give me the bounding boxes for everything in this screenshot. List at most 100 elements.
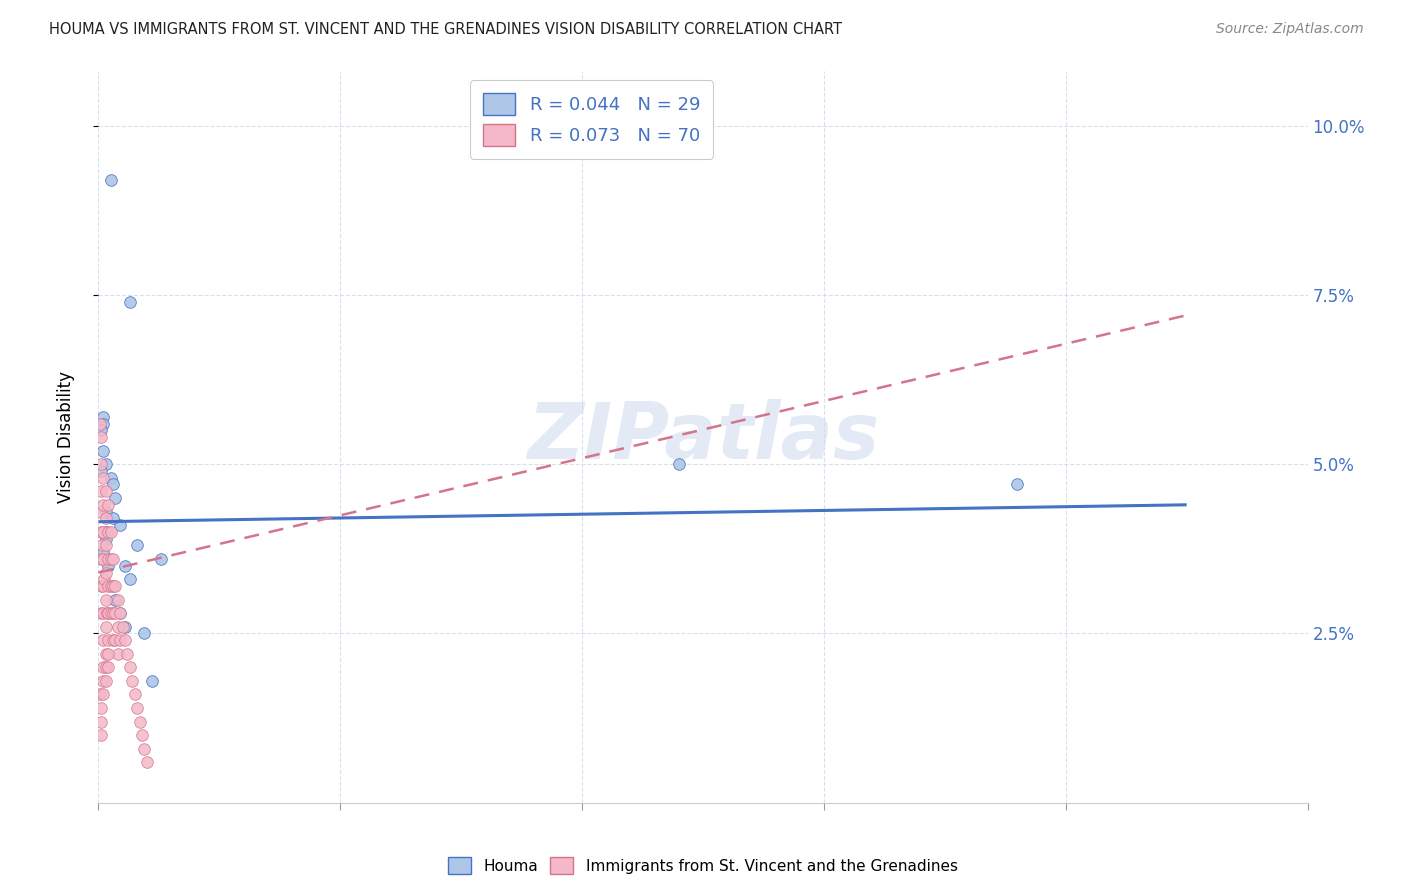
Point bbox=[111, 620, 134, 634]
Point bbox=[97, 558, 120, 573]
Point bbox=[90, 606, 112, 620]
Point bbox=[90, 423, 112, 437]
Point bbox=[114, 620, 136, 634]
Point bbox=[90, 714, 112, 729]
Text: Source: ZipAtlas.com: Source: ZipAtlas.com bbox=[1216, 22, 1364, 37]
Point bbox=[91, 471, 114, 485]
Legend: R = 0.044   N = 29, R = 0.073   N = 70: R = 0.044 N = 29, R = 0.073 N = 70 bbox=[470, 80, 713, 159]
Point bbox=[97, 524, 120, 539]
Point bbox=[131, 728, 153, 742]
Point bbox=[94, 538, 117, 552]
Point bbox=[91, 498, 114, 512]
Point bbox=[90, 484, 112, 499]
Point bbox=[134, 741, 156, 756]
Point bbox=[94, 505, 117, 519]
Point bbox=[135, 755, 157, 769]
Point bbox=[127, 701, 149, 715]
Point bbox=[100, 579, 122, 593]
Point bbox=[94, 457, 117, 471]
Point bbox=[100, 172, 122, 186]
Y-axis label: Vision Disability: Vision Disability bbox=[56, 371, 75, 503]
Point bbox=[108, 518, 131, 533]
Point bbox=[91, 524, 114, 539]
Point bbox=[91, 417, 114, 431]
Point bbox=[118, 572, 141, 586]
Point bbox=[118, 294, 141, 309]
Point bbox=[91, 579, 114, 593]
Point bbox=[91, 673, 114, 688]
Point bbox=[97, 660, 120, 674]
Point bbox=[91, 545, 114, 559]
Point bbox=[97, 633, 120, 648]
Point bbox=[90, 464, 112, 478]
Point bbox=[100, 524, 122, 539]
Point bbox=[101, 579, 124, 593]
Point bbox=[94, 532, 117, 546]
Point bbox=[91, 688, 114, 702]
Point bbox=[91, 660, 114, 674]
Point bbox=[94, 566, 117, 580]
Point bbox=[91, 633, 114, 648]
Point bbox=[107, 647, 129, 661]
Point bbox=[124, 688, 146, 702]
Point bbox=[100, 552, 122, 566]
Point bbox=[90, 701, 112, 715]
Legend: Houma, Immigrants from St. Vincent and the Grenadines: Houma, Immigrants from St. Vincent and t… bbox=[443, 851, 963, 880]
Point bbox=[90, 505, 112, 519]
Point bbox=[101, 552, 124, 566]
Point bbox=[100, 606, 122, 620]
Point bbox=[97, 606, 120, 620]
Point bbox=[104, 491, 127, 505]
Point bbox=[90, 579, 112, 593]
Point bbox=[108, 606, 131, 620]
Point bbox=[114, 558, 136, 573]
Point bbox=[94, 592, 117, 607]
Point bbox=[141, 673, 163, 688]
Point bbox=[668, 457, 690, 471]
Point bbox=[108, 606, 131, 620]
Point bbox=[90, 728, 112, 742]
Point bbox=[101, 477, 124, 491]
Point bbox=[104, 633, 127, 648]
Point bbox=[91, 443, 114, 458]
Point bbox=[108, 633, 131, 648]
Point bbox=[104, 592, 127, 607]
Point bbox=[90, 457, 112, 471]
Point bbox=[94, 673, 117, 688]
Point bbox=[101, 511, 124, 525]
Point bbox=[97, 579, 120, 593]
Point bbox=[94, 511, 117, 525]
Point bbox=[107, 592, 129, 607]
Point bbox=[91, 606, 114, 620]
Point bbox=[101, 606, 124, 620]
Point bbox=[89, 417, 111, 431]
Point bbox=[89, 688, 111, 702]
Point bbox=[94, 524, 117, 539]
Point bbox=[91, 552, 114, 566]
Point bbox=[91, 538, 114, 552]
Point bbox=[104, 606, 127, 620]
Point bbox=[114, 633, 136, 648]
Text: HOUMA VS IMMIGRANTS FROM ST. VINCENT AND THE GRENADINES VISION DISABILITY CORREL: HOUMA VS IMMIGRANTS FROM ST. VINCENT AND… bbox=[49, 22, 842, 37]
Point bbox=[94, 647, 117, 661]
Point bbox=[127, 538, 149, 552]
Point bbox=[90, 552, 112, 566]
Point bbox=[97, 552, 120, 566]
Point bbox=[134, 626, 156, 640]
Point bbox=[90, 430, 112, 444]
Point bbox=[97, 647, 120, 661]
Point bbox=[1007, 477, 1029, 491]
Point bbox=[118, 660, 141, 674]
Point bbox=[128, 714, 150, 729]
Point bbox=[91, 409, 114, 424]
Text: ZIPatlas: ZIPatlas bbox=[527, 399, 879, 475]
Point bbox=[100, 471, 122, 485]
Point bbox=[121, 673, 143, 688]
Point bbox=[90, 524, 112, 539]
Point bbox=[107, 620, 129, 634]
Point bbox=[94, 620, 117, 634]
Point bbox=[94, 484, 117, 499]
Point bbox=[104, 579, 127, 593]
Point bbox=[93, 572, 115, 586]
Point bbox=[96, 606, 118, 620]
